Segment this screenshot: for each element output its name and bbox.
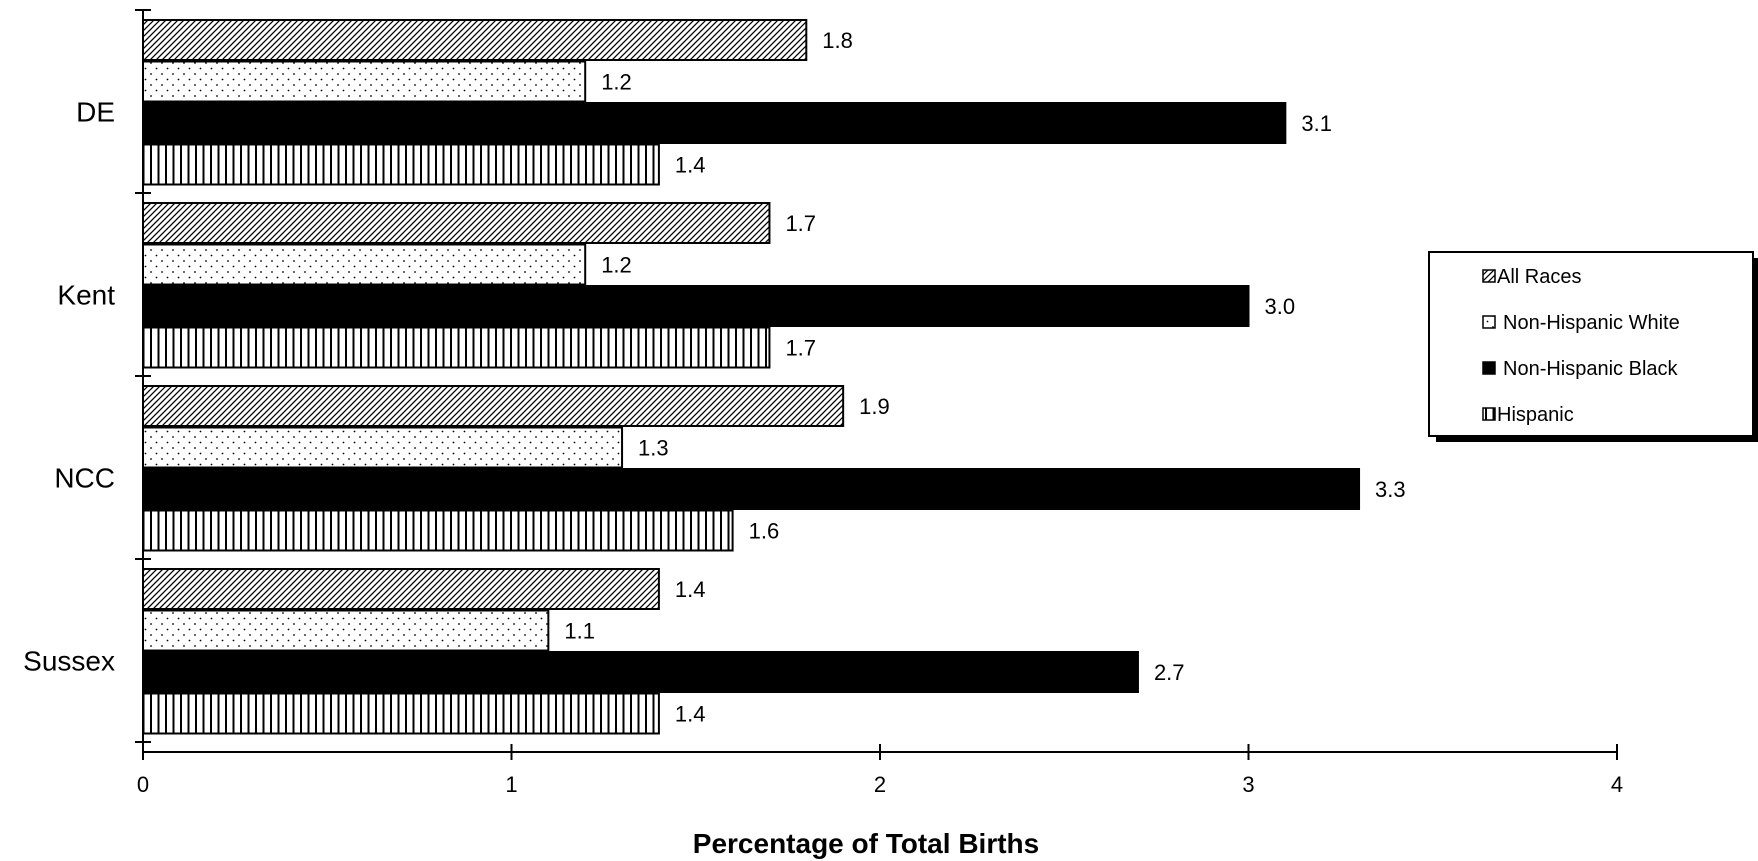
x-tick-label: 2	[874, 772, 886, 797]
x-tick-label: 0	[137, 772, 149, 797]
bar-kent-non-hispanic-black	[142, 285, 1250, 327]
bar-ncc-non-hispanic-black	[142, 468, 1361, 510]
legend-label: Hispanic	[1497, 404, 1574, 426]
data-label: 2.7	[1154, 660, 1185, 685]
axes-layer: 0 1 2 3 4	[135, 9, 1623, 797]
data-label: 1.2	[601, 253, 632, 278]
data-label: 1.4	[675, 153, 706, 178]
bar-ncc-hispanic	[142, 509, 734, 552]
x-axis-title: Percentage of Total Births	[693, 828, 1039, 859]
legend-label: Non-Hispanic White	[1503, 312, 1680, 334]
data-label: 1.9	[859, 394, 890, 419]
category-label-sussex: Sussex	[23, 646, 115, 677]
bar-sussex-non-hispanic-black	[142, 651, 1139, 693]
data-label: 1.3	[638, 436, 669, 461]
bar-sussex-non-hispanic-white	[142, 609, 550, 652]
bar-ncc-non-hispanic-white	[142, 426, 624, 469]
data-label: 3.3	[1375, 477, 1406, 502]
bar-de-non-hispanic-black	[142, 102, 1287, 144]
data-label: 1.1	[564, 619, 595, 644]
bar-ncc-all-races	[142, 385, 845, 427]
legend: All Races Non-Hispanic White Non-Hispanic …	[1428, 251, 1758, 442]
legend-swatch	[1482, 407, 1496, 421]
bar-de-non-hispanic-white	[142, 60, 587, 103]
bar-kent-all-races	[142, 202, 771, 244]
data-label: 3.0	[1265, 294, 1296, 319]
category-label-de: DE	[76, 97, 115, 128]
x-tick-label: 1	[505, 772, 517, 797]
legend-items: All Races Non-Hispanic White Non-Hispanic …	[1482, 266, 1680, 426]
legend-swatch	[1482, 315, 1496, 329]
data-label: 1.4	[675, 702, 706, 727]
category-label-kent: Kent	[57, 280, 115, 311]
data-label: 1.8	[822, 28, 853, 53]
bar-sussex-hispanic	[142, 692, 660, 735]
data-label: 1.4	[675, 577, 706, 602]
legend-swatch	[1482, 269, 1496, 283]
data-label: 1.7	[785, 211, 816, 236]
category-label-ncc: NCC	[54, 463, 115, 494]
legend-label: All Races	[1497, 266, 1581, 288]
bar-de-hispanic	[142, 143, 660, 186]
legend-box	[1428, 251, 1754, 437]
x-tick-label: 4	[1611, 772, 1623, 797]
data-label: 1.7	[785, 336, 816, 361]
data-label: 3.1	[1301, 111, 1332, 136]
data-label: 1.6	[749, 519, 780, 544]
bars-layer	[142, 19, 1361, 735]
bar-kent-non-hispanic-white	[142, 243, 587, 286]
labels-layer: 1.8 1.2 3.1 1.4 DE 1.7 1.2 3.0 1.7 Kent 1.9 1.3 3.3 1…	[23, 28, 1405, 727]
bar-de-all-races	[142, 19, 808, 61]
legend-swatch	[1482, 361, 1496, 375]
data-label: 1.2	[601, 70, 632, 95]
x-tick-label: 3	[1242, 772, 1254, 797]
bar-sussex-all-races	[142, 568, 660, 610]
bar-kent-hispanic	[142, 326, 771, 369]
legend-label: Non-Hispanic Black	[1503, 358, 1679, 380]
